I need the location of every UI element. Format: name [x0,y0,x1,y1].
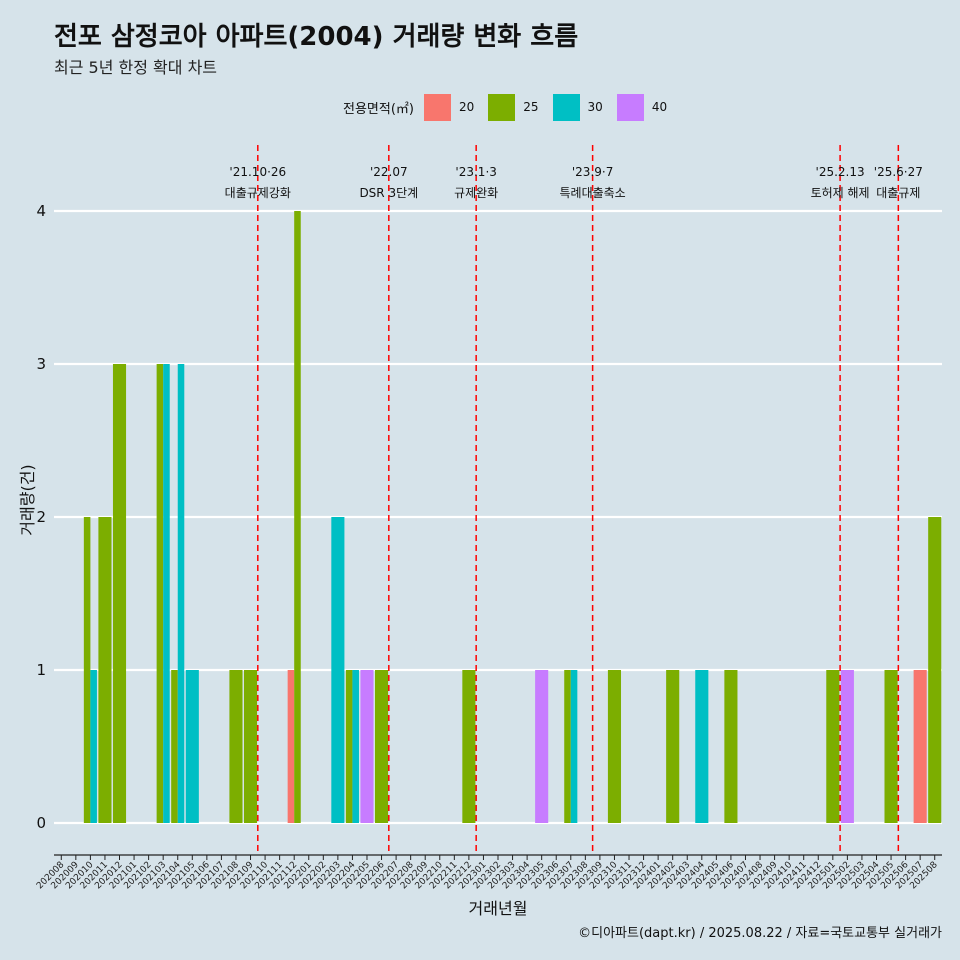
event-date-2: '22.07 [370,165,408,179]
event-label-5: 토허제 해제 [811,186,870,200]
bar-202404-30 [695,670,709,823]
bar-202012-25 [112,364,127,823]
bar-202205-40 [360,670,374,823]
bar-202108-25 [229,670,243,823]
legend-item-30: 30 [552,93,611,121]
x-axis-title: 거래년월 [469,899,528,918]
bar-202204-25 [345,670,353,823]
y-tick-label-1: 1 [36,661,46,679]
legend-item-20: 20 [423,93,482,121]
event-label-4: 특례대출축소 [559,186,625,200]
legend-swatch-40 [616,93,644,121]
bar-202502-40 [840,670,854,823]
event-label-3: 규제완화 [454,186,498,200]
y-tick-label-3: 3 [36,355,46,373]
chart-title: 전포 삼정코아 아파트(2004) 거래량 변화 흐름 [54,22,579,52]
legend-item-40: 40 [616,93,675,121]
bar-202406-25 [724,670,738,823]
y-tick-label-4: 4 [36,202,46,220]
bar-202105-30 [185,670,199,823]
y-tick-label-2: 2 [36,508,46,526]
source-caption: ©디아파트(dapt.kr) / 2025.08.22 / 자료=국토교통부 실… [578,926,942,941]
event-label-2: DSR 3단계 [359,186,418,200]
bar-202103-25 [156,364,164,823]
bar-202310-25 [607,670,622,823]
bar-202112-20 [287,670,295,823]
bar-202307-30 [570,670,578,823]
legend-item-25: 25 [488,93,546,121]
legend-label-30: 30 [587,100,603,114]
bar-202010-25 [83,517,91,823]
bar-202203-30 [331,517,345,823]
bar-202508-25 [928,517,942,823]
event-date-6: '25.6·27 [874,165,923,179]
chart-subtitle: 최근 5년 한정 확대 차트 [54,58,218,77]
legend-swatch-20 [423,93,451,121]
bar-202507-20 [913,670,927,823]
bar-202505-25 [884,670,898,823]
event-label-6: 대출규제 [876,186,920,200]
bar-202104-25 [171,670,178,823]
bar-202307-25 [564,670,571,823]
bar-202204-30 [352,670,359,823]
bar-202206-25 [374,670,389,823]
bar-202103-30 [163,364,170,823]
bar-202305-40 [535,670,549,823]
bar-202010-30 [90,670,97,823]
bar-202109-25 [243,670,258,823]
event-date-5: '25.2.13 [816,165,865,179]
bar-202104-30 [177,364,185,823]
legend-title: 전용면적(㎡) [343,101,414,117]
y-axis-title: 거래량(건) [18,464,37,535]
bar-202501-25 [826,670,840,823]
bar-202011-25 [98,517,112,823]
bar-202212-25 [462,670,476,823]
legend-label-40: 40 [651,100,668,114]
event-date-1: '21.10·26 [229,165,286,179]
event-label-1: 대출규제강화 [225,186,291,200]
legend-swatch-25 [488,93,516,121]
legend-label-25: 25 [523,100,539,114]
bar-202402-25 [666,670,680,823]
event-date-3: '23.1·3 [455,165,496,179]
event-date-4: '23.9·7 [572,165,613,179]
legend-swatch-30 [552,93,580,121]
y-tick-label-0: 0 [36,814,46,832]
legend-label-20: 20 [458,100,475,114]
bar-202112-25 [294,211,301,823]
legend: 전용면적(㎡) 20 25 30 40 [343,93,681,121]
